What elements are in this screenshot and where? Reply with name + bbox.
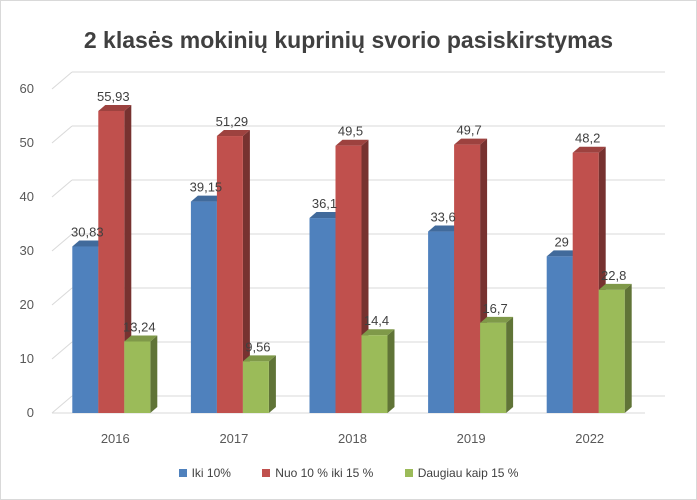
legend-item-iki-10: Iki 10% — [178, 466, 231, 480]
bar-side — [268, 355, 276, 413]
bar-top — [572, 146, 606, 153]
bar-front — [454, 144, 481, 413]
bar-front — [546, 256, 573, 413]
bar-front — [335, 145, 362, 413]
legend-item-daugiau-15: Daugiau kaip 15 % — [404, 466, 519, 480]
bar-top — [190, 195, 224, 202]
data-label: 36,1 — [312, 196, 337, 211]
legend-swatch-iki-10 — [178, 469, 187, 477]
bar-side — [124, 104, 132, 413]
data-label: 39,15 — [190, 180, 223, 195]
bar — [572, 146, 606, 413]
gridline-side — [51, 179, 73, 198]
y-tick-label: 40 — [20, 189, 34, 204]
data-label: 49,7 — [456, 123, 481, 138]
gridline-side — [51, 71, 73, 90]
data-label: 13,24 — [123, 320, 156, 335]
bar — [124, 335, 158, 413]
bar — [480, 316, 514, 413]
data-label: 14,4 — [364, 313, 389, 328]
y-tick-label: 60 — [20, 81, 34, 96]
bar-top — [454, 138, 488, 145]
legend-label-iki-10: Iki 10% — [191, 466, 231, 480]
bar-side — [387, 329, 395, 413]
data-label: 33,6 — [430, 210, 455, 225]
bar-front — [216, 136, 243, 413]
gridline-side — [51, 395, 73, 414]
legend: Iki 10% Nuo 10 % iki 15 % Daugiau kaip 1… — [0, 466, 697, 480]
gridline-side — [51, 125, 73, 144]
bar — [98, 104, 132, 413]
bar — [242, 355, 276, 413]
bar-top — [361, 329, 395, 336]
bar-front — [98, 110, 125, 413]
bar-front — [480, 322, 507, 413]
bar-side — [150, 335, 158, 413]
bar-top — [428, 225, 462, 232]
bar — [361, 329, 395, 413]
bar-top — [546, 250, 580, 257]
data-label: 51,29 — [216, 114, 249, 129]
bar-front — [242, 361, 269, 413]
bar-top — [72, 240, 106, 247]
data-label: 30,83 — [71, 225, 104, 240]
data-label: 49,5 — [338, 124, 363, 139]
data-label: 55,93 — [97, 89, 130, 104]
gridline-side — [51, 287, 73, 306]
gridline-side — [51, 341, 73, 360]
x-tick-label: 2019 — [457, 431, 486, 446]
bar-front — [190, 201, 217, 413]
data-label: 29 — [554, 234, 568, 249]
bar-side — [242, 130, 250, 413]
data-label: 48,2 — [575, 131, 600, 146]
bar — [598, 283, 632, 413]
legend-item-nuo-10-iki-15: Nuo 10 % iki 15 % — [262, 466, 373, 480]
bar-front — [598, 289, 625, 413]
bar-top — [335, 139, 369, 146]
legend-swatch-nuo-10-iki-15 — [262, 469, 271, 477]
bar-top — [124, 335, 158, 342]
y-tick-label: 0 — [27, 405, 34, 420]
y-tick-label: 20 — [20, 297, 34, 312]
bar-top — [216, 130, 250, 137]
gridline-side — [51, 233, 73, 252]
legend-label-daugiau-15: Daugiau kaip 15 % — [417, 466, 519, 480]
bar-front — [361, 335, 388, 413]
bar-front — [572, 152, 599, 413]
data-label: 16,7 — [482, 301, 507, 316]
x-tick-label: 2017 — [219, 431, 248, 446]
bar-front — [428, 231, 455, 413]
x-tick-label: 2018 — [338, 431, 367, 446]
data-label: 22,8 — [601, 268, 626, 283]
y-tick-label: 10 — [20, 351, 34, 366]
data-label: 9,56 — [245, 339, 270, 354]
bar-side — [624, 283, 632, 413]
bar-top — [242, 355, 276, 362]
bar-front — [124, 341, 151, 413]
bar-side — [506, 316, 514, 413]
bar-front — [72, 246, 99, 413]
legend-swatch-daugiau-15 — [404, 469, 413, 477]
bar-top — [98, 104, 132, 111]
y-tick-label: 30 — [20, 243, 34, 258]
chart-title: 2 klasės mokinių kuprinių svorio pasiski… — [83, 27, 614, 53]
bar-top — [480, 316, 514, 323]
x-tick-label: 2016 — [101, 431, 130, 446]
x-tick-label: 2022 — [575, 431, 604, 446]
bar-top — [598, 283, 632, 290]
y-tick-label: 50 — [20, 135, 34, 150]
bar-top — [309, 212, 343, 219]
bar-front — [309, 218, 336, 413]
bar — [216, 130, 250, 413]
legend-label-nuo-10-iki-15: Nuo 10 % iki 15 % — [275, 466, 374, 480]
